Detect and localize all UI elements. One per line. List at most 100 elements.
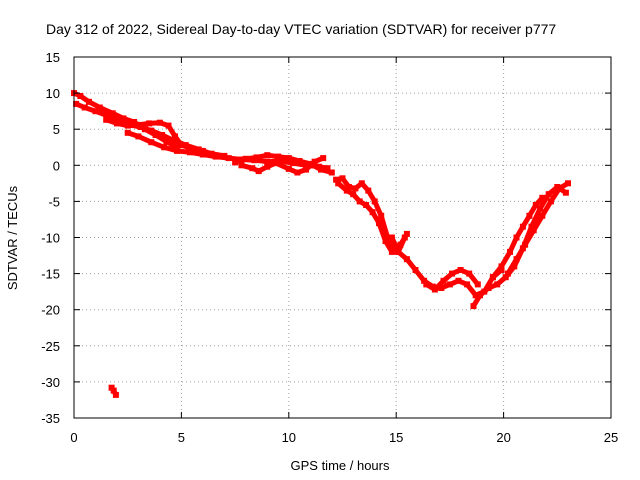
- data-point: [110, 387, 117, 394]
- y-tick-label: 5: [53, 122, 60, 137]
- data-point: [148, 127, 155, 134]
- data-point: [135, 121, 142, 128]
- data-point: [556, 185, 563, 192]
- data-point: [356, 198, 363, 205]
- data-point: [526, 212, 533, 219]
- data-point: [146, 120, 153, 127]
- data-point: [77, 93, 84, 99]
- chart-title: Day 312 of 2022, Sidereal Day-to-day VTE…: [46, 21, 556, 37]
- x-tick-label: 15: [389, 430, 403, 445]
- data-point: [109, 110, 116, 117]
- data-point: [92, 108, 99, 115]
- data-point: [532, 202, 539, 208]
- x-tick-label: 0: [70, 430, 77, 445]
- y-tick-label: -30: [41, 375, 60, 390]
- data-point: [378, 212, 385, 219]
- data-point: [345, 184, 352, 190]
- y-tick-label: -10: [41, 231, 60, 246]
- data-point: [363, 202, 370, 208]
- data-point: [371, 198, 378, 205]
- data-point: [86, 98, 92, 105]
- y-axis-label: SDTVAR / TECUs: [5, 185, 20, 290]
- data-point: [547, 198, 554, 205]
- data-point: [232, 159, 239, 166]
- y-tick-label: -25: [41, 339, 60, 354]
- x-tick-label: 25: [604, 430, 618, 445]
- data-point: [562, 189, 569, 196]
- data-point: [477, 292, 483, 299]
- data-point: [403, 256, 410, 263]
- data-point: [296, 158, 303, 164]
- data-point: [440, 277, 447, 284]
- data-point: [156, 119, 163, 126]
- data-point: [199, 147, 206, 154]
- data-point: [504, 270, 511, 277]
- data-point: [376, 220, 382, 227]
- data-point: [446, 281, 453, 288]
- data-point: [187, 149, 193, 156]
- data-point: [485, 285, 492, 291]
- data-point: [494, 281, 501, 288]
- data-point: [242, 155, 249, 162]
- x-axis-label: GPS time / hours: [291, 458, 390, 473]
- data-point: [165, 122, 172, 129]
- data-point: [412, 267, 419, 273]
- data-point: [103, 116, 110, 123]
- data-point: [264, 152, 271, 159]
- data-point: [457, 267, 464, 273]
- data-point: [545, 191, 552, 198]
- data-point: [124, 122, 131, 129]
- data-point: [423, 281, 430, 288]
- data-point: [174, 144, 181, 151]
- data-point: [124, 129, 131, 136]
- data-point: [225, 155, 232, 162]
- data-point: [311, 158, 318, 165]
- data-point: [350, 191, 357, 198]
- data-point: [324, 165, 331, 172]
- data-point: [178, 142, 185, 149]
- data-point: [189, 145, 196, 152]
- y-tick-label: 10: [46, 86, 60, 101]
- data-point: [438, 285, 445, 291]
- data-point: [466, 270, 473, 277]
- data-point: [470, 303, 477, 310]
- data-point: [401, 234, 408, 241]
- y-tick-label: 0: [53, 158, 60, 173]
- data-point: [285, 155, 292, 162]
- axis-ticks: 0 5 10 15 20 25 15 10 5 0 -5 -10 -15 -20 -25 -30 -35: [41, 50, 618, 445]
- data-point: [502, 274, 509, 281]
- data-point: [339, 175, 346, 182]
- x-tick-label: 20: [496, 430, 510, 445]
- data-point: [318, 166, 324, 173]
- data-point: [403, 230, 410, 237]
- data-point: [474, 281, 481, 288]
- grid: [74, 57, 611, 418]
- data-point: [522, 241, 529, 248]
- data-point: [249, 165, 256, 172]
- y-tick-label: -15: [41, 267, 60, 282]
- data-point: [539, 212, 546, 219]
- data-point: [333, 176, 340, 183]
- data-point: [272, 160, 279, 167]
- data-point: [565, 180, 571, 187]
- data-point: [294, 169, 301, 176]
- y-tick-label: -35: [41, 411, 60, 426]
- data-point: [464, 281, 471, 288]
- y-tick-label: 15: [46, 50, 60, 65]
- data-point: [328, 169, 335, 176]
- data-series: [71, 90, 571, 398]
- data-point: [303, 166, 309, 173]
- x-tick-label: 10: [282, 430, 296, 445]
- data-point: [81, 104, 88, 111]
- data-point: [369, 209, 376, 216]
- data-point: [238, 162, 245, 169]
- data-point: [264, 163, 271, 170]
- data-point: [335, 180, 342, 187]
- data-point: [320, 155, 327, 162]
- data-point: [161, 144, 168, 151]
- data-point: [112, 391, 119, 398]
- data-point: [96, 104, 103, 111]
- data-point: [275, 153, 282, 160]
- data-point: [528, 223, 535, 230]
